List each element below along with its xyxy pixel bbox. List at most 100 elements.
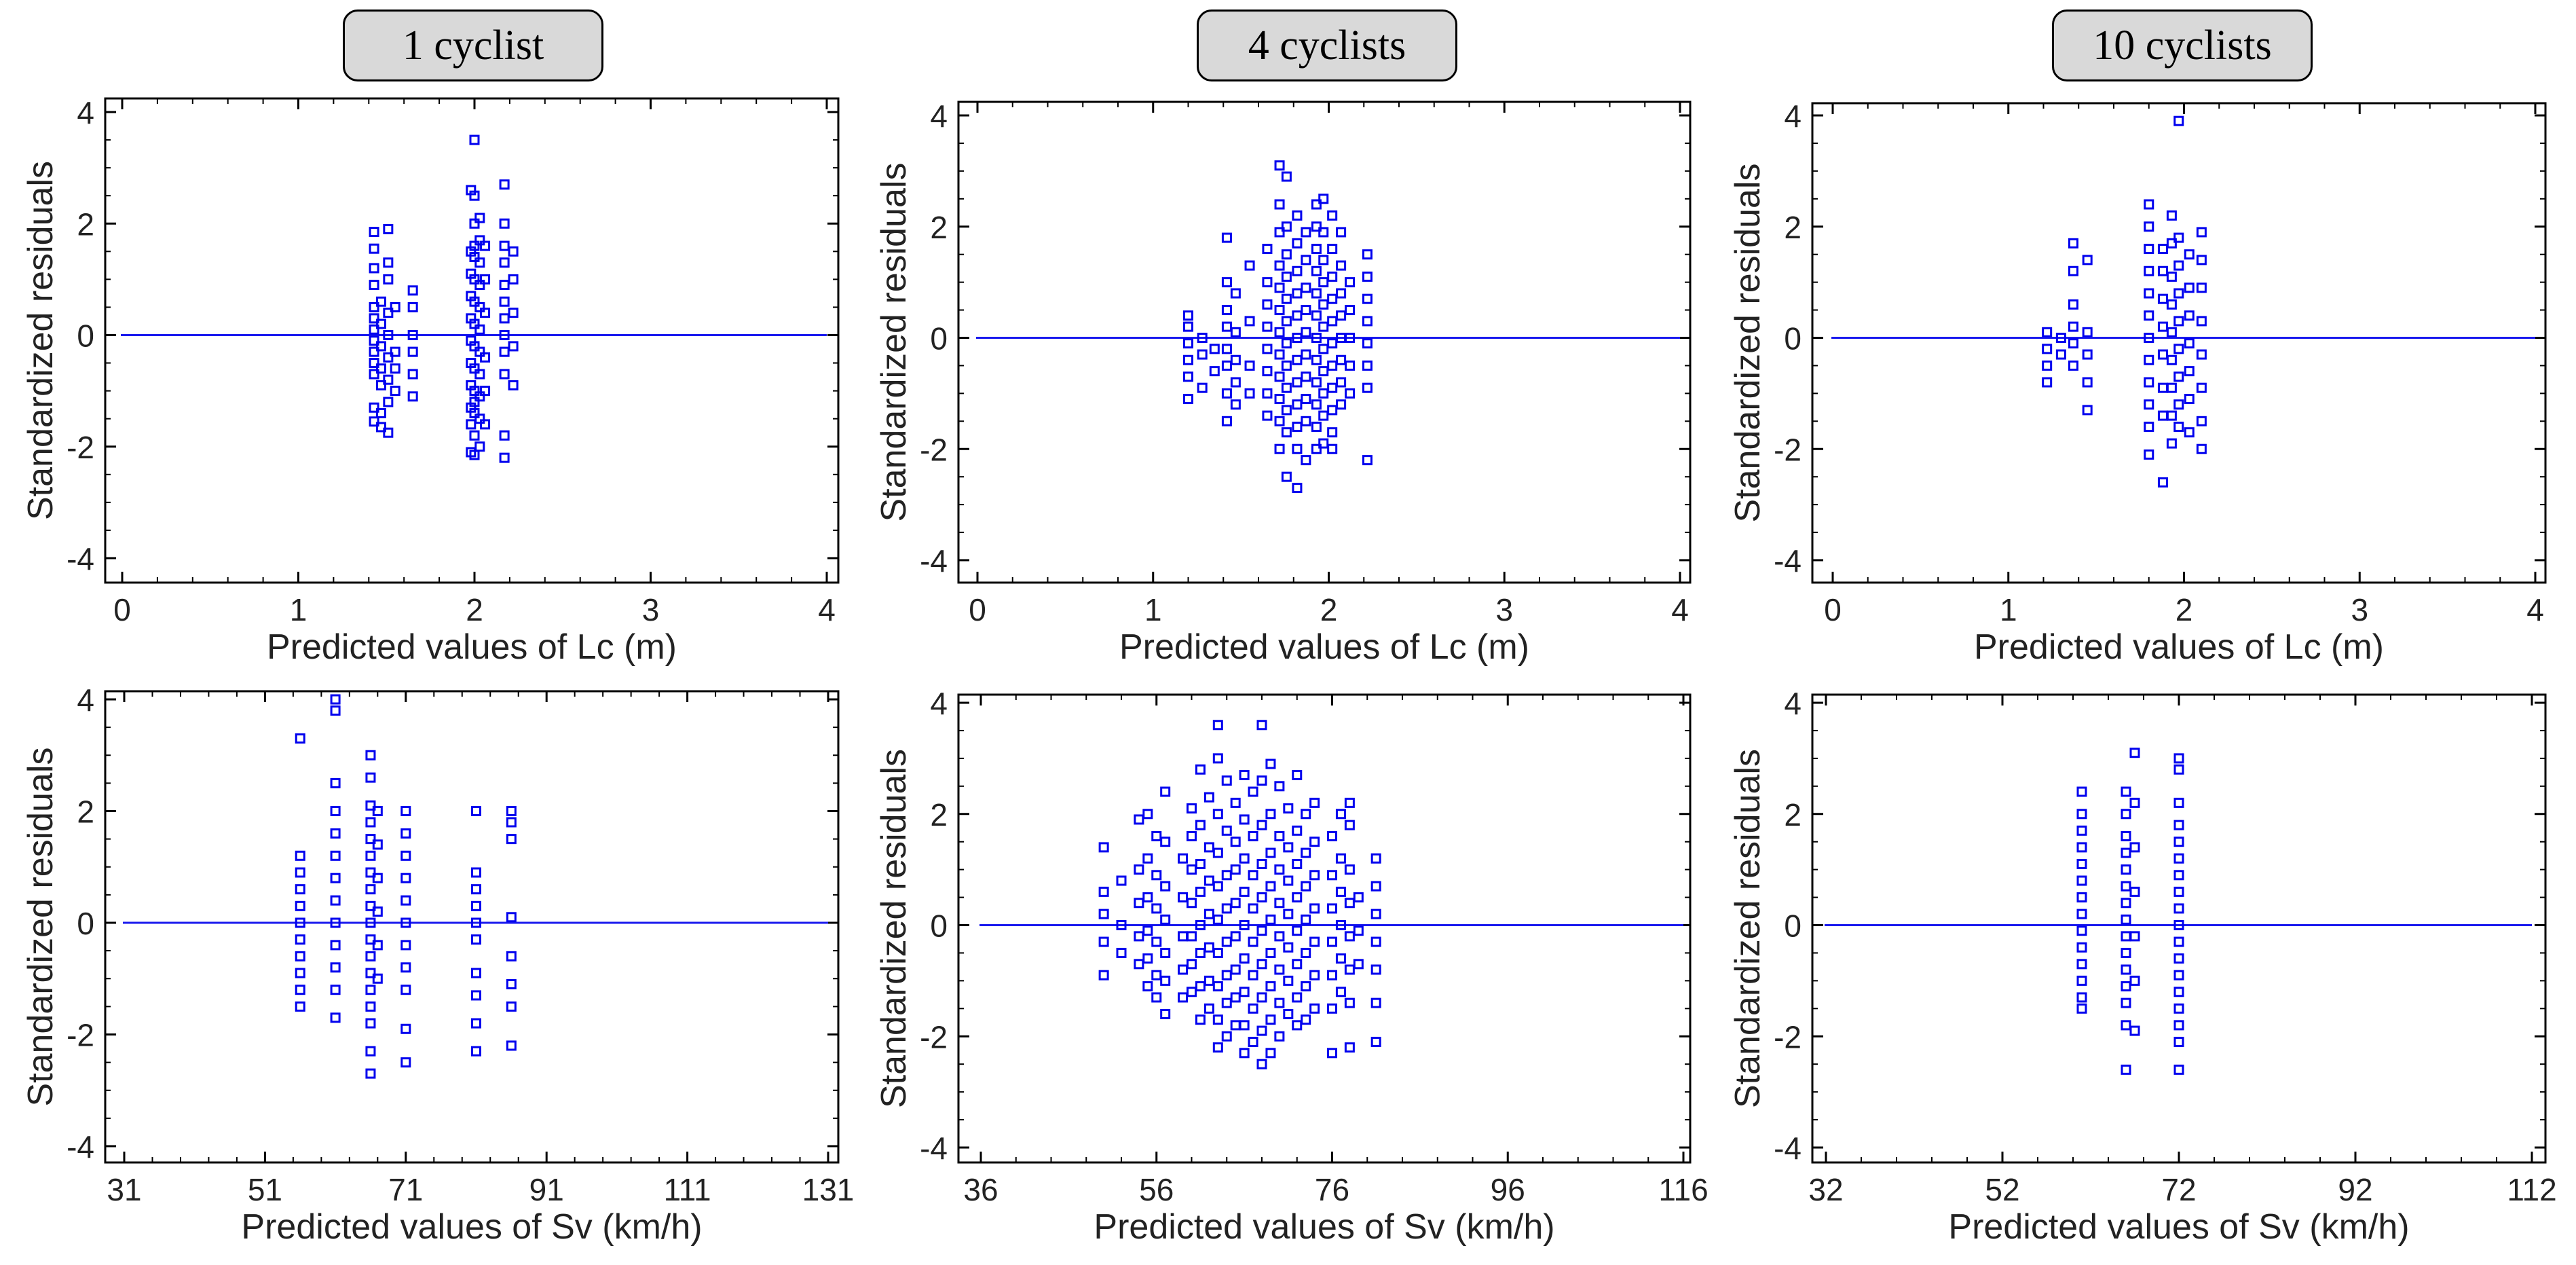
x-tick-label: 76 bbox=[1315, 1172, 1349, 1207]
data-point bbox=[1134, 898, 1144, 909]
data-point bbox=[1248, 786, 1258, 797]
data-point bbox=[1281, 382, 1292, 393]
data-point bbox=[2157, 293, 2168, 304]
data-point bbox=[2166, 410, 2177, 421]
data-point bbox=[383, 374, 394, 385]
x-tick-label: 51 bbox=[248, 1172, 282, 1207]
data-point bbox=[1160, 786, 1171, 797]
data-point bbox=[474, 280, 485, 291]
data-point bbox=[330, 962, 341, 973]
data-point bbox=[2042, 377, 2053, 388]
data-point bbox=[1142, 925, 1153, 936]
x-tick-label: 71 bbox=[388, 1172, 423, 1207]
data-point bbox=[2082, 327, 2093, 337]
data-point bbox=[1311, 288, 1322, 299]
data-point bbox=[2184, 338, 2195, 349]
data-point bbox=[1151, 870, 1162, 881]
data-point bbox=[1281, 360, 1292, 371]
data-point bbox=[400, 1057, 411, 1068]
x-tick-label: 131 bbox=[802, 1172, 855, 1207]
data-point bbox=[1221, 903, 1232, 914]
data-point bbox=[369, 346, 379, 357]
data-point bbox=[2144, 449, 2154, 460]
data-point bbox=[1134, 959, 1144, 970]
data-point bbox=[1265, 847, 1276, 858]
data-point bbox=[1292, 210, 1303, 221]
data-point bbox=[1160, 947, 1171, 958]
data-point bbox=[1327, 1048, 1337, 1059]
data-point bbox=[1283, 842, 1294, 853]
data-point bbox=[372, 839, 383, 850]
data-point bbox=[2173, 115, 2184, 126]
data-point bbox=[375, 363, 386, 374]
data-point bbox=[1212, 753, 1223, 764]
data-point bbox=[471, 867, 481, 878]
x-tick-label: 96 bbox=[1491, 1172, 1525, 1207]
data-point bbox=[471, 900, 481, 911]
data-point bbox=[1195, 764, 1206, 775]
data-point bbox=[407, 285, 418, 296]
data-point bbox=[474, 414, 485, 424]
data-point bbox=[2166, 327, 2177, 337]
data-point bbox=[1256, 820, 1267, 830]
data-point bbox=[2173, 1036, 2184, 1047]
data-point bbox=[330, 828, 341, 839]
data-point bbox=[2129, 931, 2140, 942]
data-point bbox=[499, 296, 510, 307]
data-point bbox=[365, 800, 376, 811]
data-point bbox=[1203, 909, 1214, 919]
data-point bbox=[375, 407, 386, 418]
data-point bbox=[469, 341, 480, 352]
data-point bbox=[1212, 809, 1223, 820]
data-point bbox=[474, 324, 485, 335]
data-point bbox=[499, 313, 510, 324]
data-point bbox=[1151, 903, 1162, 914]
data-point bbox=[1336, 377, 1347, 388]
y-tick-label: 2 bbox=[77, 206, 94, 242]
data-point bbox=[1283, 975, 1294, 986]
data-point bbox=[2184, 394, 2195, 405]
y-tick-label: 2 bbox=[930, 797, 948, 832]
x-tick-label: 2 bbox=[466, 592, 483, 627]
y-tick-label: -2 bbox=[1774, 1019, 1802, 1055]
data-point bbox=[1345, 305, 1356, 316]
data-point bbox=[1195, 858, 1206, 869]
data-point bbox=[506, 1001, 517, 1012]
data-point bbox=[1230, 931, 1241, 942]
data-point bbox=[1221, 775, 1232, 786]
y-tick-label: 4 bbox=[1784, 686, 1802, 721]
data-point bbox=[2196, 282, 2207, 293]
data-point bbox=[1281, 316, 1292, 327]
data-point bbox=[1327, 244, 1338, 254]
data-point bbox=[469, 240, 480, 251]
x-tick-label: 72 bbox=[2161, 1172, 2196, 1207]
data-point bbox=[1221, 344, 1232, 354]
data-point bbox=[2184, 310, 2195, 321]
y-tick-label: 2 bbox=[930, 210, 948, 245]
y-tick-label: 0 bbox=[1784, 909, 1802, 944]
data-point bbox=[1345, 333, 1356, 343]
data-point bbox=[1327, 970, 1337, 980]
data-point bbox=[2068, 299, 2078, 310]
data-point bbox=[499, 179, 510, 190]
data-point bbox=[1244, 316, 1255, 327]
data-point bbox=[2076, 842, 2087, 853]
data-point bbox=[2082, 377, 2093, 388]
data-point bbox=[471, 917, 481, 928]
data-point bbox=[474, 391, 485, 402]
data-point bbox=[1098, 909, 1109, 919]
data-point bbox=[1187, 831, 1197, 841]
data-point bbox=[1230, 1020, 1241, 1031]
data-point bbox=[1274, 371, 1285, 382]
data-point bbox=[1335, 953, 1346, 964]
data-point bbox=[1274, 160, 1285, 171]
data-point bbox=[2173, 1064, 2184, 1075]
data-point bbox=[1344, 898, 1355, 909]
y-tick-label: -2 bbox=[67, 430, 94, 465]
data-point bbox=[469, 407, 480, 418]
data-point bbox=[295, 934, 305, 945]
data-point bbox=[400, 917, 411, 928]
data-point bbox=[365, 867, 376, 878]
data-point bbox=[1256, 720, 1267, 731]
data-point bbox=[2173, 260, 2184, 271]
